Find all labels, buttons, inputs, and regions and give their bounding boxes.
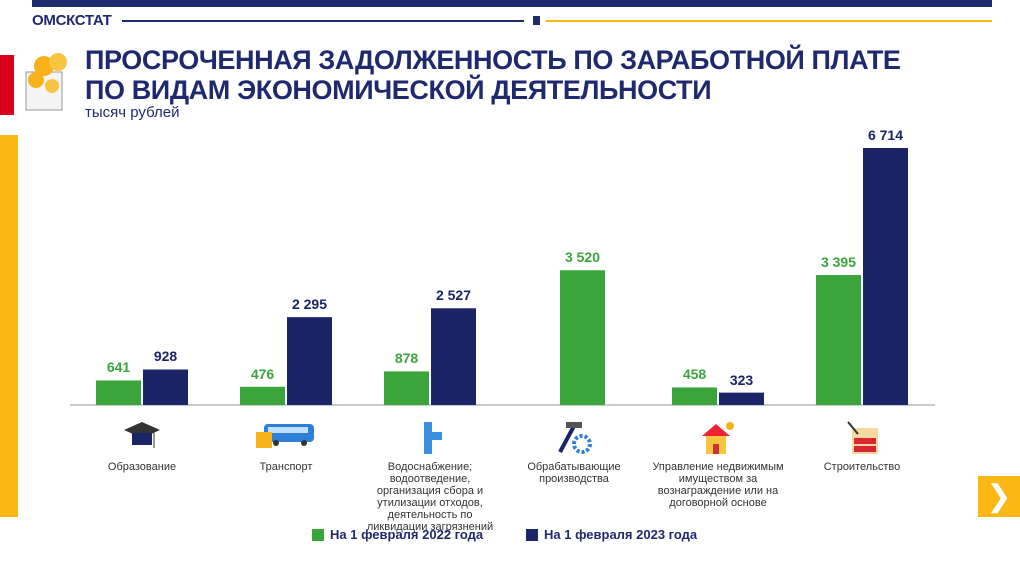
category-label: Образование (107, 461, 177, 473)
data-label: 3 395 (820, 254, 857, 271)
category-label: Обрабатывающие производства (527, 461, 621, 485)
data-label: 928 (153, 348, 178, 365)
category-label: Управление недвижимым имуществом за возн… (652, 461, 784, 509)
legend-item-2022: На 1 февраля 2022 года (312, 527, 483, 542)
legend-label: На 1 февраля 2023 года (544, 527, 698, 542)
legend-label: На 1 февраля 2022 года (330, 527, 484, 542)
data-label: 458 (682, 366, 707, 383)
brand-label: ОМСКСТАТ (32, 12, 112, 29)
data-label: 3 520 (564, 249, 601, 266)
next-slide-button[interactable]: ❯ (978, 476, 1020, 517)
brick-wall-icon (847, 421, 878, 454)
data-label: 476 (250, 365, 275, 382)
unit-label: тысяч рублей (85, 104, 180, 121)
bar-2022 (240, 386, 285, 405)
bar-2022 (96, 380, 141, 405)
data-label: 878 (394, 350, 419, 367)
data-label: 323 (729, 371, 754, 388)
top-bar (32, 0, 992, 7)
category-label: Транспорт (259, 461, 313, 473)
bar-2022 (816, 275, 861, 405)
bar-2023 (719, 392, 764, 405)
header-marker (533, 16, 540, 25)
bar-2023 (143, 369, 188, 405)
bus-icon (256, 424, 314, 448)
water-pipe-icon (424, 422, 442, 454)
hammer-gear-icon (558, 422, 592, 454)
data-label: 2 527 (435, 287, 472, 304)
page-title: ПРОСРОЧЕННАЯ ЗАДОЛЖЕННОСТЬ ПО ЗАРАБОТНОЙ… (85, 45, 901, 105)
side-accent-yellow (0, 135, 18, 517)
data-label: 641 (106, 359, 131, 376)
bar-2023 (287, 317, 332, 405)
category-label: Строительство (823, 461, 901, 473)
header-divider-accent (546, 20, 992, 22)
chevron-right-icon: ❯ (986, 480, 1012, 513)
legend-item-2023: На 1 февраля 2023 года (526, 527, 697, 542)
coins-box-icon (25, 53, 67, 111)
bar-2022 (672, 387, 717, 405)
bar-2022 (560, 270, 605, 405)
graduation-cap-icon (124, 422, 160, 448)
header-divider (122, 20, 524, 22)
title-line-2: ПО ВИДАМ ЭКОНОМИЧЕСКОЙ ДЕЯТЕЛЬНОСТИ (85, 75, 712, 105)
legend-swatch-2023 (526, 528, 538, 541)
house-coins-icon (702, 422, 734, 454)
bar-2023 (431, 308, 476, 405)
category-label: Водоснабжение; водоотведение, организаци… (366, 461, 494, 533)
bar-2023 (863, 148, 908, 405)
side-accent-red (0, 55, 14, 115)
data-label: 6 714 (867, 127, 904, 143)
bar-2022 (384, 371, 429, 405)
title-line-1: ПРОСРОЧЕННАЯ ЗАДОЛЖЕННОСТЬ ПО ЗАРАБОТНОЙ… (85, 45, 901, 75)
data-label: 2 295 (291, 296, 328, 313)
legend-swatch-2022 (312, 528, 324, 541)
